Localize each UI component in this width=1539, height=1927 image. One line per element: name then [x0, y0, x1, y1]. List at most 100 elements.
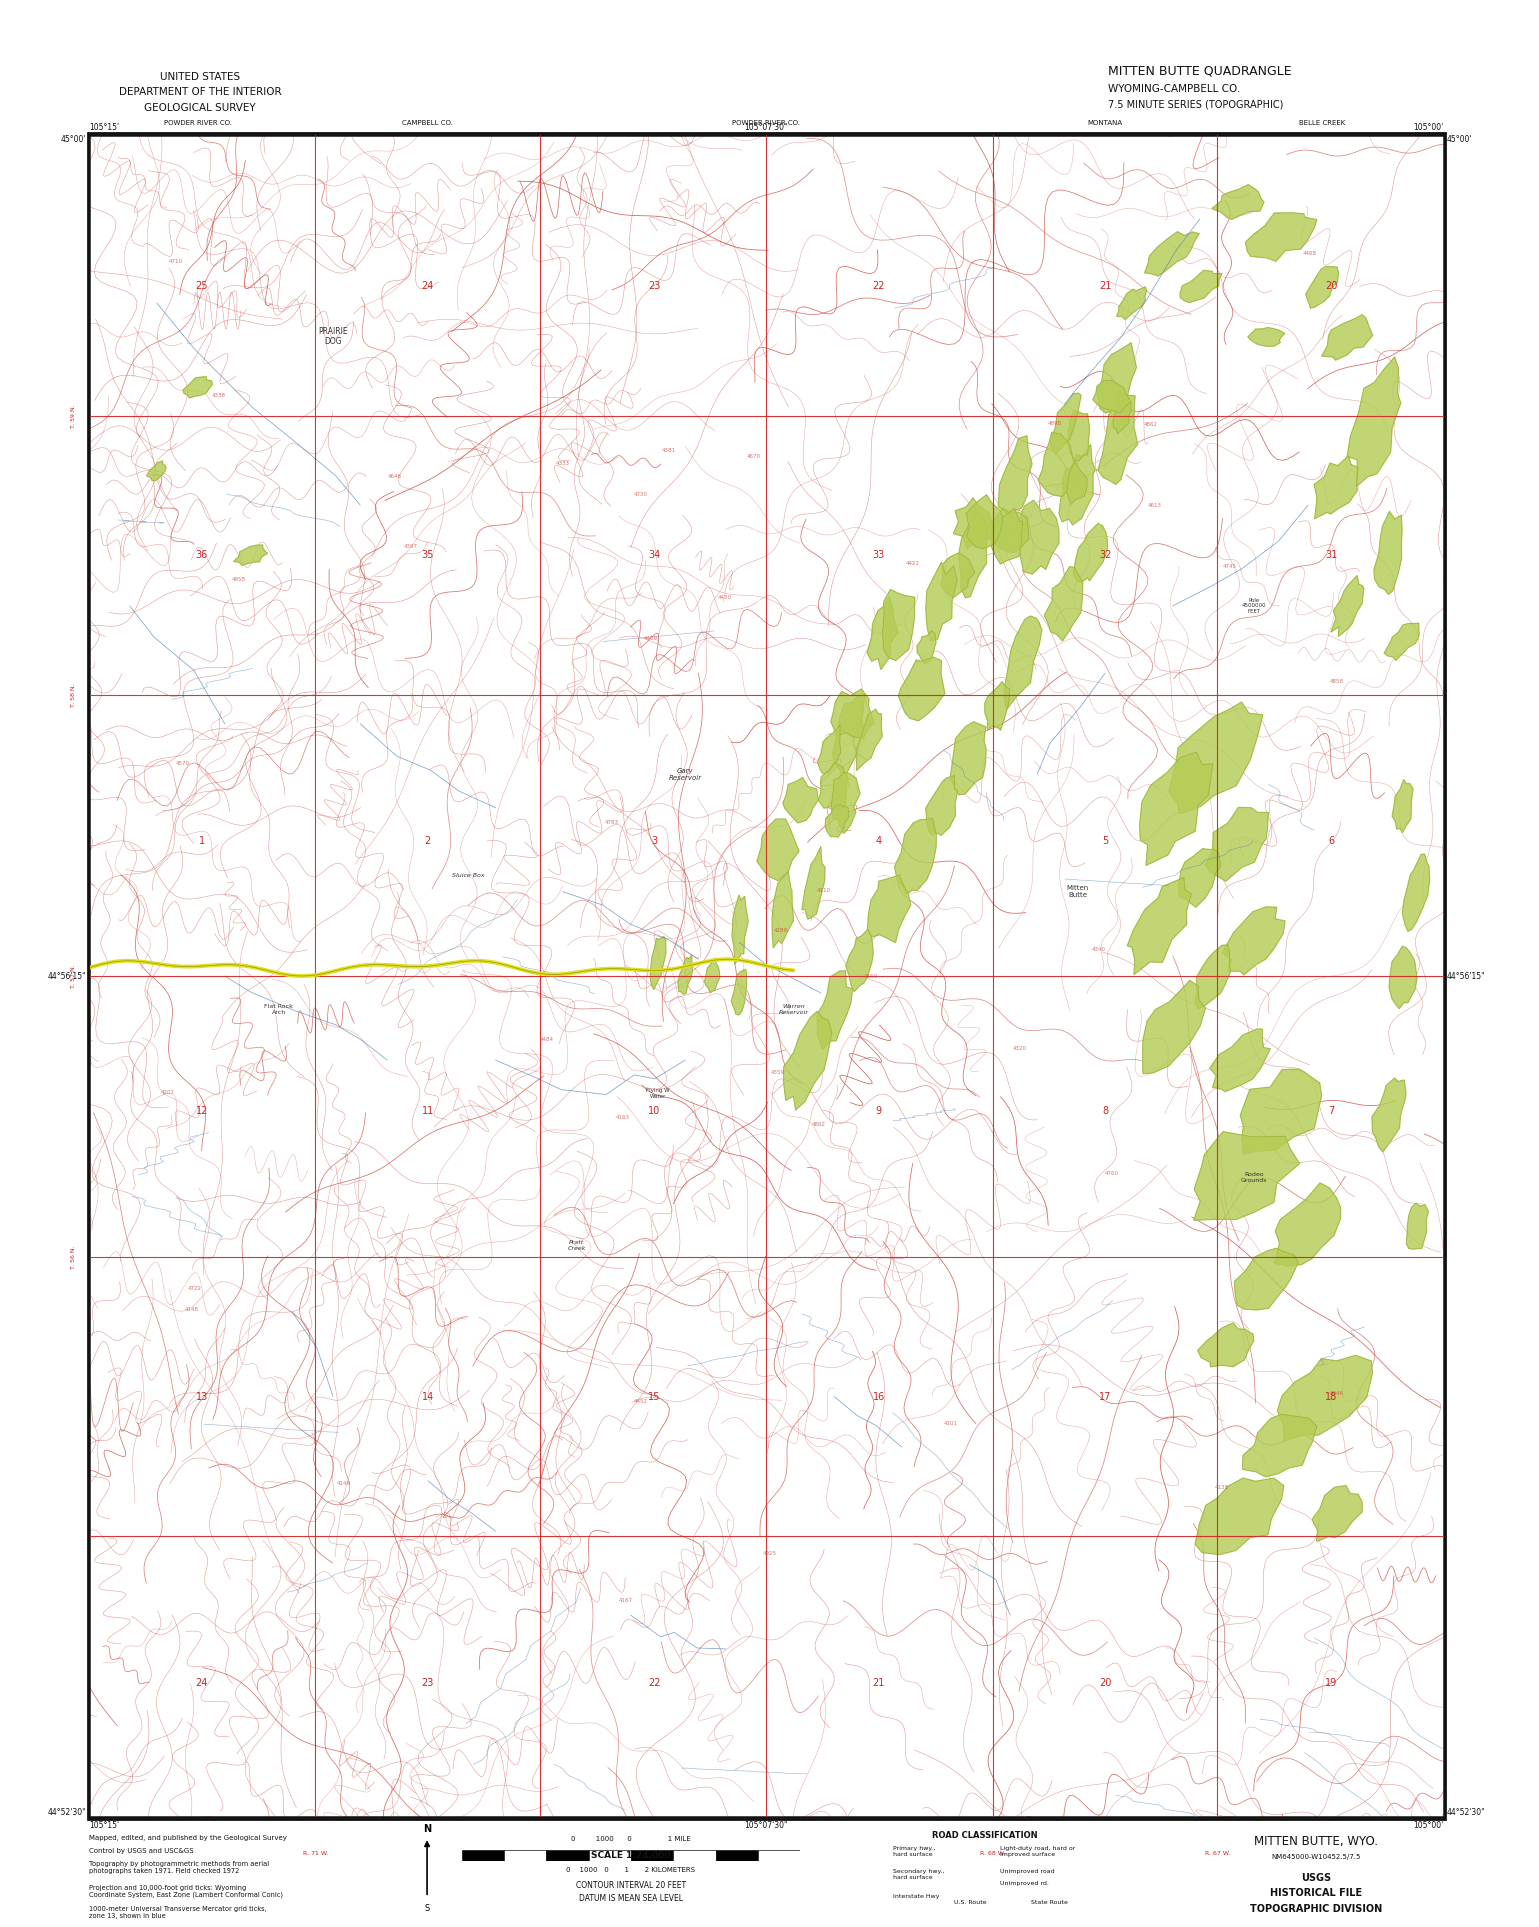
Text: 4452: 4452: [634, 1399, 648, 1403]
Polygon shape: [833, 694, 865, 777]
Polygon shape: [1248, 328, 1285, 347]
Polygon shape: [1050, 393, 1080, 453]
Bar: [757, 1850, 800, 1861]
Polygon shape: [985, 682, 1010, 730]
Polygon shape: [183, 376, 212, 399]
Text: 36: 36: [195, 551, 208, 561]
Text: 4110: 4110: [816, 888, 831, 892]
Text: 105°15': 105°15': [89, 123, 120, 131]
Text: 4397: 4397: [405, 543, 419, 549]
Text: USGS: USGS: [1300, 1873, 1331, 1883]
Text: 44°56'15": 44°56'15": [1447, 971, 1485, 981]
Text: Interstate Hwy: Interstate Hwy: [893, 1894, 939, 1900]
Polygon shape: [802, 846, 825, 919]
Polygon shape: [1127, 877, 1191, 975]
Text: 4858: 4858: [1330, 678, 1344, 684]
Text: 4710: 4710: [169, 260, 183, 264]
Polygon shape: [1005, 617, 1042, 709]
Polygon shape: [679, 956, 693, 994]
Text: 7: 7: [1328, 1106, 1334, 1116]
Text: 44°56'15": 44°56'15": [48, 971, 86, 981]
Polygon shape: [1322, 314, 1373, 360]
Text: 24: 24: [422, 281, 434, 291]
Polygon shape: [773, 871, 794, 948]
Text: Topography by photogrammetric methods from aerial
photographs taken 1971. Field : Topography by photogrammetric methods fr…: [89, 1861, 269, 1875]
Text: Gary
Reservoir: Gary Reservoir: [668, 767, 702, 780]
Text: 8: 8: [1102, 1106, 1108, 1116]
Text: 34: 34: [648, 551, 660, 561]
Text: GEOLOGICAL SURVEY: GEOLOGICAL SURVEY: [145, 102, 255, 114]
Text: 4148: 4148: [185, 1307, 199, 1312]
Polygon shape: [1097, 391, 1137, 484]
Text: NM645000-W10452.5/7.5: NM645000-W10452.5/7.5: [1271, 1854, 1360, 1860]
Text: 9: 9: [876, 1106, 882, 1116]
Polygon shape: [1407, 1202, 1428, 1249]
Polygon shape: [1059, 445, 1096, 524]
Text: T. 57 N.: T. 57 N.: [71, 964, 75, 989]
Text: R. 68 W.: R. 68 W.: [980, 1850, 1005, 1856]
Text: 4925: 4925: [763, 1551, 777, 1555]
Polygon shape: [1210, 1029, 1270, 1093]
Text: Mapped, edited, and published by the Geological Survey: Mapped, edited, and published by the Geo…: [89, 1835, 288, 1840]
Text: 4422: 4422: [906, 561, 920, 567]
Polygon shape: [1245, 212, 1317, 262]
Bar: [462, 1850, 503, 1861]
Text: 105°07'30": 105°07'30": [745, 1821, 788, 1829]
Polygon shape: [1039, 432, 1074, 497]
Polygon shape: [866, 597, 897, 669]
Text: 4340: 4340: [1091, 948, 1105, 952]
Polygon shape: [1113, 399, 1131, 434]
Polygon shape: [1073, 524, 1108, 582]
Text: 45°00': 45°00': [1447, 135, 1471, 145]
Text: 4958: 4958: [231, 576, 245, 582]
Text: PRAIRIE
DOG: PRAIRIE DOG: [319, 328, 348, 347]
Text: 4207: 4207: [160, 1091, 175, 1095]
Bar: [674, 1850, 716, 1861]
Polygon shape: [1194, 1131, 1299, 1220]
Text: TOPOGRAPHIC DIVISION: TOPOGRAPHIC DIVISION: [1250, 1904, 1382, 1914]
Text: 24: 24: [195, 1678, 208, 1688]
Polygon shape: [1371, 1077, 1407, 1152]
Text: S: S: [425, 1904, 429, 1914]
Text: 4862: 4862: [1143, 422, 1157, 428]
Polygon shape: [954, 497, 993, 549]
Text: MITTEN BUTTE, WYO.: MITTEN BUTTE, WYO.: [1254, 1835, 1377, 1848]
Polygon shape: [1314, 457, 1357, 518]
Text: Flat Rock
Arch: Flat Rock Arch: [265, 1004, 294, 1016]
Text: 23: 23: [422, 1678, 434, 1688]
Polygon shape: [1180, 270, 1222, 303]
Polygon shape: [991, 509, 1022, 565]
Polygon shape: [846, 929, 873, 992]
Polygon shape: [705, 958, 720, 992]
Text: T. 58 N.: T. 58 N.: [71, 684, 75, 707]
Polygon shape: [966, 495, 1003, 549]
Text: 4381: 4381: [662, 449, 676, 453]
Polygon shape: [1384, 622, 1419, 661]
Text: 7.5 MINUTE SERIES (TOPOGRAPHIC): 7.5 MINUTE SERIES (TOPOGRAPHIC): [1108, 98, 1284, 110]
Text: 105°15': 105°15': [89, 1821, 120, 1829]
Text: 4359: 4359: [771, 1069, 785, 1075]
Polygon shape: [819, 763, 848, 811]
Text: 14: 14: [422, 1391, 434, 1401]
Text: Control by USGS and USC&GS: Control by USGS and USC&GS: [89, 1848, 194, 1854]
Text: 4149: 4149: [337, 1480, 351, 1486]
Text: 4167: 4167: [619, 1597, 633, 1603]
Polygon shape: [1142, 981, 1205, 1073]
Text: UNITED STATES: UNITED STATES: [160, 71, 240, 83]
Text: 20: 20: [1099, 1678, 1111, 1688]
Text: Rodeo
Grounds: Rodeo Grounds: [1240, 1172, 1267, 1183]
Text: 10: 10: [648, 1106, 660, 1116]
Text: Unimproved road: Unimproved road: [1000, 1869, 1054, 1875]
Text: 16: 16: [873, 1391, 885, 1401]
Text: T. 56 N.: T. 56 N.: [71, 1245, 75, 1268]
Polygon shape: [1222, 908, 1285, 975]
Polygon shape: [783, 1012, 833, 1110]
Polygon shape: [926, 563, 957, 640]
Text: 4289: 4289: [774, 927, 788, 933]
Text: 15: 15: [648, 1391, 660, 1401]
Polygon shape: [1068, 410, 1090, 461]
Text: BELLE CREEK: BELLE CREEK: [1299, 121, 1345, 127]
Text: R. 69 W.: R. 69 W.: [754, 1850, 779, 1856]
Polygon shape: [1097, 343, 1136, 412]
Text: Light-duty road, hard or
improved surface: Light-duty road, hard or improved surfac…: [1000, 1846, 1076, 1858]
